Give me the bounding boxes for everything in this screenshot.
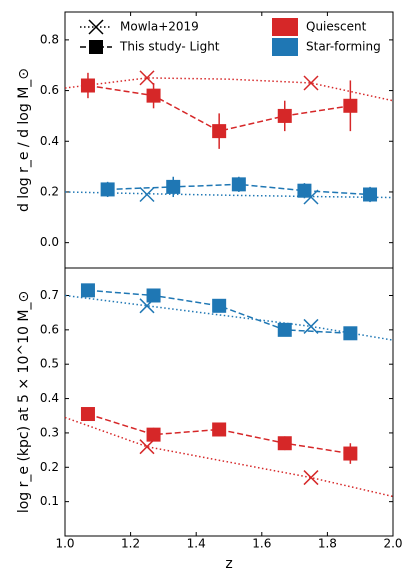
legend-label: Star-forming [306,40,381,54]
legend-label: Quiescent [306,20,367,34]
cross-marker [139,298,155,314]
legend-label: This study- Light [119,40,220,54]
cross-marker [303,470,319,486]
legend-swatch [272,18,298,36]
y-axis-label: log r_e (kpc) at 5 × 10^10 M_⊙ [16,291,32,513]
cross-marker [88,19,104,35]
cross-marker [139,70,155,86]
y-tick-label: 0.4 [40,134,59,148]
square-marker [146,288,161,303]
y-tick-label: 0.6 [40,83,59,97]
legend-label: Mowla+2019 [120,20,199,34]
square-marker [363,187,378,202]
square-marker [277,108,292,123]
square-marker [231,177,246,192]
y-tick-label: 0.5 [40,357,59,371]
square-marker [212,298,227,313]
legend-swatch [272,38,298,56]
square-marker [343,98,358,113]
y-tick-label: 0.6 [40,322,59,336]
square-marker [343,446,358,461]
x-tick-label: 2.0 [383,537,402,551]
y-tick-label: 0.7 [40,288,59,302]
square-marker [212,422,227,437]
square-marker [80,78,95,93]
cross-marker [303,189,319,205]
y-tick-label: 0.1 [40,494,59,508]
x-tick-label: 1.4 [187,537,206,551]
square-marker [212,124,227,139]
series-line [87,413,351,455]
series-line [64,191,394,199]
y-axis-label: d log r_e / d log M_⊙ [16,68,32,212]
y-tick-label: 0.8 [40,32,59,46]
square-marker [80,407,95,422]
y-tick-label: 0.2 [40,184,59,198]
x-tick-label: 1.2 [121,537,140,551]
x-tick-label: 1.6 [252,537,271,551]
cross-marker [139,186,155,203]
x-tick-label: 1.0 [55,537,74,551]
square-marker [277,436,292,451]
square-marker [146,88,161,103]
cross-marker [303,75,319,91]
x-axis-label: z [225,556,232,572]
series-line [64,294,394,341]
square-marker [80,283,95,298]
square-marker [166,179,181,194]
square-marker [343,326,358,341]
y-tick-label: 0.3 [40,425,59,439]
cross-marker [303,318,319,334]
series-line [64,77,394,102]
cross-marker [139,439,155,455]
square-marker [100,182,115,197]
square-marker [277,322,292,337]
x-tick-label: 1.8 [318,537,337,551]
square-marker [146,427,161,442]
square-marker [89,40,103,54]
plot-frame [64,267,394,537]
y-tick-label: 0.2 [40,460,59,474]
y-tick-label: 0.0 [40,235,59,249]
y-tick-label: 0.4 [40,391,59,405]
